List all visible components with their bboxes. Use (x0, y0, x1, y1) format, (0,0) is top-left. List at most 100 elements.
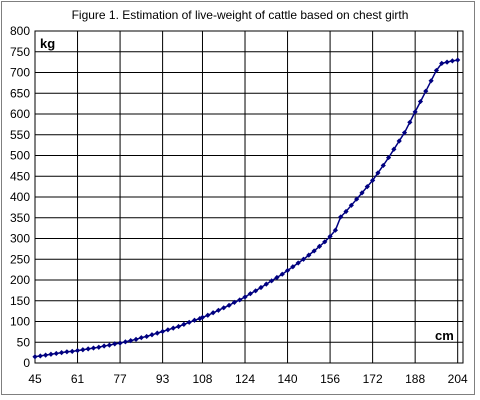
chart-frame (1, 1, 475, 395)
x-axis-ticks: 45 61 77 93 108 124 140 156 172 188 204 (28, 372, 468, 386)
data-point (231, 299, 237, 306)
data-point (279, 271, 285, 277)
data-point (359, 190, 365, 196)
data-point (455, 57, 461, 63)
data-point (43, 352, 49, 358)
y-tick-label: 500 (10, 149, 30, 163)
data-point (154, 330, 160, 336)
data-point (149, 332, 155, 338)
y-axis-ticks: 0 50 100 150 200 250 300 350 400 450 500 550 600 650 7… (10, 24, 30, 370)
y-axis-label: kg (40, 36, 55, 51)
y-tick-label: 400 (10, 190, 30, 204)
x-tick-label: 61 (71, 372, 85, 386)
y-tick-label: 800 (10, 24, 30, 38)
data-point (407, 119, 413, 125)
data-point (375, 170, 381, 176)
x-tick-label: 108 (192, 372, 212, 386)
data-point (300, 256, 307, 262)
x-tick-label: 77 (113, 372, 127, 386)
data-point (237, 297, 243, 303)
y-tick-label: 450 (10, 169, 30, 183)
data-point (274, 274, 280, 281)
data-point (215, 307, 222, 313)
x-tick-label: 140 (278, 372, 298, 386)
y-tick-label: 300 (10, 232, 30, 246)
data-point (348, 202, 354, 208)
data-point (221, 305, 227, 311)
data-point (122, 339, 128, 345)
data-point (133, 336, 139, 342)
y-tick-label: 200 (10, 273, 30, 287)
data-point (449, 58, 455, 64)
data-point (284, 267, 291, 274)
data-point (210, 310, 216, 316)
y-tick-label: 600 (10, 107, 30, 121)
data-point (253, 288, 259, 294)
series-line (34, 59, 458, 358)
data-point (80, 347, 86, 353)
data-point (338, 214, 344, 220)
y-tick-label: 250 (10, 252, 30, 266)
data-point (199, 314, 206, 320)
data-point (417, 98, 424, 105)
data-point (117, 340, 123, 346)
data-point (205, 312, 211, 318)
y-tick-label: 550 (10, 128, 30, 142)
y-tick-label: 0 (23, 356, 30, 370)
data-point (186, 319, 192, 325)
data-point (385, 154, 392, 161)
data-point (258, 284, 264, 291)
data-point (48, 351, 54, 357)
data-point (364, 184, 370, 190)
x-tick-label: 156 (320, 372, 340, 386)
data-point (380, 162, 386, 169)
data-point (170, 325, 176, 331)
data-point (85, 346, 91, 352)
x-tick-label: 204 (448, 372, 468, 386)
data-point (53, 350, 59, 357)
y-tick-label: 350 (10, 211, 30, 225)
x-tick-label: 93 (156, 372, 170, 386)
data-point (175, 323, 182, 330)
series-markers (32, 57, 461, 360)
data-point (295, 260, 301, 266)
data-point (37, 353, 43, 359)
data-point (128, 337, 134, 344)
data-point (90, 345, 97, 351)
y-tick-label: 750 (10, 45, 30, 59)
x-tick-label: 172 (363, 372, 383, 386)
data-point (370, 177, 376, 183)
y-tick-label: 650 (10, 86, 30, 100)
data-point (181, 321, 187, 328)
data-point (96, 344, 102, 350)
data-point (165, 327, 171, 333)
x-axis-label: cm (435, 328, 454, 343)
data-point (58, 350, 65, 356)
data-point (311, 248, 317, 254)
data-point (401, 130, 408, 136)
data-point (391, 146, 397, 152)
x-tick-label: 188 (405, 372, 425, 386)
data-point (64, 349, 70, 355)
data-point (106, 342, 113, 348)
y-tick-label: 100 (10, 315, 30, 329)
data-point (74, 347, 81, 354)
x-tick-label: 124 (235, 372, 255, 386)
data-point (226, 302, 232, 308)
chart-title: Figure 1. Estimation of live-weight of c… (72, 8, 409, 22)
grid-lines (34, 30, 463, 364)
data-point (247, 291, 253, 297)
data-point (444, 59, 450, 65)
data-point (396, 138, 402, 144)
y-tick-label: 700 (10, 66, 30, 80)
data-point (354, 196, 360, 202)
data-point (112, 341, 118, 347)
data-point (263, 281, 269, 287)
data-point (306, 252, 312, 258)
data-point (191, 317, 198, 323)
data-point (343, 208, 349, 215)
data-point (332, 227, 338, 233)
x-tick-label: 45 (28, 372, 42, 386)
data-point (423, 88, 429, 94)
